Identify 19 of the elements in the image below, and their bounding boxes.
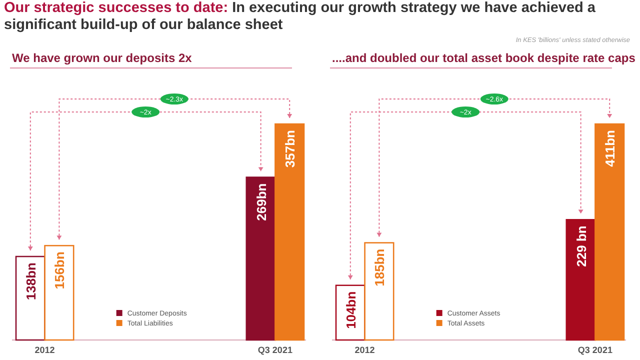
data-label: 138bn xyxy=(23,262,38,300)
bar xyxy=(594,123,625,341)
data-label: 156bn xyxy=(52,252,68,290)
chart-title: Our strategic successes to date: In executing our growth strategy we have achieved a significant build-up of our balance sheet xyxy=(3,0,596,34)
data-label: 229 bn xyxy=(574,226,589,267)
data-label: 185bn xyxy=(372,248,388,286)
bar xyxy=(246,176,276,341)
x-tick-label: 2012 xyxy=(354,345,375,355)
chart-subtitle: We have grown our deposits 2x xyxy=(12,51,192,65)
data-label: 104bn xyxy=(343,291,358,329)
x-tick-label: Q3 2021 xyxy=(578,345,612,355)
x-tick-label: Q3 2021 xyxy=(258,345,292,355)
chart-subtitle: ....and doubled our total asset book despite rate caps xyxy=(332,51,636,65)
data-label: 269bn xyxy=(254,183,269,221)
bar xyxy=(566,219,596,341)
bar xyxy=(274,123,305,341)
data-label: 411bn xyxy=(602,130,618,167)
x-tick-label: 2012 xyxy=(34,345,55,355)
data-label: 357bn xyxy=(282,130,298,168)
